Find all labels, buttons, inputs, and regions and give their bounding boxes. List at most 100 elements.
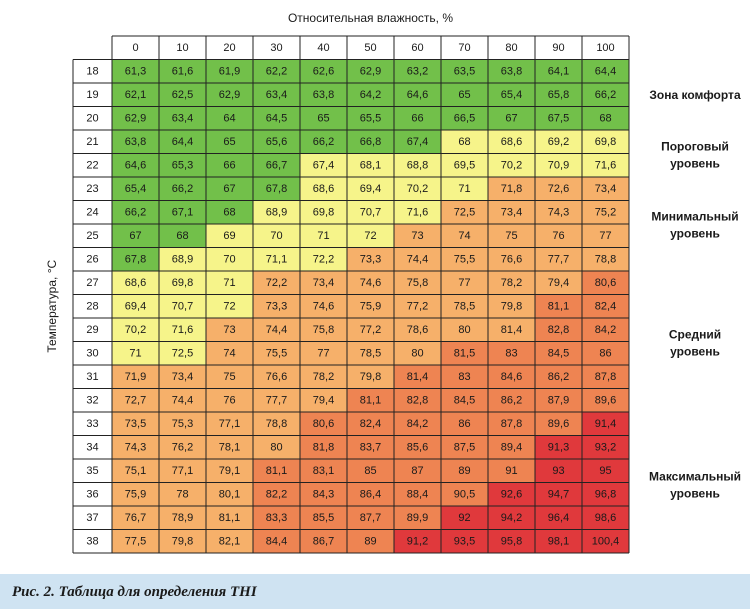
- row-header-18: 18: [86, 65, 98, 77]
- cell-value: 73,4: [595, 183, 616, 195]
- heatmap-cell: [535, 365, 582, 389]
- heatmap-cell: [300, 459, 347, 483]
- cell-value: 87,8: [595, 371, 616, 383]
- heatmap-cell: [159, 130, 206, 154]
- cell-value: 89,6: [595, 394, 616, 406]
- heatmap-cell: [535, 130, 582, 154]
- heatmap-cell: [441, 247, 488, 271]
- cell-value: 93,2: [595, 441, 616, 453]
- cell-value: 63,8: [125, 136, 146, 148]
- heatmap-cell: [488, 177, 535, 201]
- cell-value: 62,9: [219, 89, 240, 101]
- heatmap-cell: [535, 224, 582, 248]
- cell-value: 85: [364, 465, 376, 477]
- heatmap-cell: [488, 506, 535, 530]
- heatmap-cell: [535, 459, 582, 483]
- heatmap-cell: [582, 200, 629, 224]
- cell-value: 77,2: [360, 324, 381, 336]
- heatmap-cell: [159, 341, 206, 365]
- heatmap-cell: [300, 318, 347, 342]
- heatmap-cell: [253, 130, 300, 154]
- row-header-28: 28: [86, 300, 98, 312]
- heatmap-cell: [488, 130, 535, 154]
- heatmap-cell: [582, 271, 629, 295]
- row-header-26: 26: [86, 253, 98, 265]
- cell-value: 87,5: [454, 441, 475, 453]
- column-header-0: 0: [132, 42, 138, 54]
- cell-value: 78: [176, 488, 188, 500]
- zone-label-4: Средний: [669, 328, 721, 342]
- cell-value: 77,1: [219, 418, 240, 430]
- column-header-90: 90: [552, 42, 564, 54]
- cell-value: 82,8: [407, 394, 428, 406]
- heatmap-cell: [347, 59, 394, 83]
- heatmap-cell: [159, 153, 206, 177]
- cell-value: 74,4: [407, 253, 428, 265]
- heatmap-cell: [159, 200, 206, 224]
- heatmap-cell: [159, 459, 206, 483]
- cell-value: 66: [411, 112, 423, 124]
- cell-value: 69: [223, 230, 235, 242]
- heatmap-cell: [112, 318, 159, 342]
- cell-value: 87,9: [548, 394, 569, 406]
- cell-value: 78,6: [407, 324, 428, 336]
- cell-value: 69,5: [454, 159, 475, 171]
- heatmap-cell: [394, 482, 441, 506]
- cell-value: 64,6: [407, 89, 428, 101]
- heatmap-cell: [206, 388, 253, 412]
- heatmap-cell: [253, 271, 300, 295]
- heatmap-cell: [253, 83, 300, 107]
- column-header-10: 10: [176, 42, 188, 54]
- row-header-35: 35: [86, 465, 98, 477]
- cell-value: 67: [223, 183, 235, 195]
- heatmap-cell: [488, 200, 535, 224]
- zone-label-1: Зона комфорта: [649, 88, 741, 102]
- heatmap-cell: [488, 106, 535, 130]
- cell-value: 70,7: [360, 206, 381, 218]
- heatmap-cell: [394, 529, 441, 553]
- cell-value: 80: [270, 441, 282, 453]
- heatmap-cell: [253, 318, 300, 342]
- heatmap-cell: [394, 388, 441, 412]
- heatmap-cell: [347, 506, 394, 530]
- heatmap-cell: [535, 529, 582, 553]
- cell-value: 80: [458, 324, 470, 336]
- cell-value: 71,1: [266, 253, 287, 265]
- cell-value: 79,8: [360, 371, 381, 383]
- heatmap-cell: [112, 412, 159, 436]
- heatmap-cell: [347, 106, 394, 130]
- cell-value: 68,1: [360, 159, 381, 171]
- heatmap-cell: [206, 153, 253, 177]
- cell-value: 69,8: [172, 277, 193, 289]
- cell-value: 68,6: [313, 183, 334, 195]
- heatmap-cell: [253, 435, 300, 459]
- cell-value: 81,4: [501, 324, 522, 336]
- heatmap-cell: [112, 365, 159, 389]
- cell-value: 71,8: [501, 183, 522, 195]
- zone-label-5: уровень: [670, 487, 720, 501]
- heatmap-cell: [206, 459, 253, 483]
- cell-value: 77,1: [172, 465, 193, 477]
- figure-caption: Рис. 2. Таблица для определения THI: [0, 574, 750, 609]
- heatmap-cell: [206, 294, 253, 318]
- zone-label-3: Минимальный: [651, 210, 738, 224]
- heatmap-cell: [253, 177, 300, 201]
- heatmap-cell: [159, 224, 206, 248]
- heatmap-cell: [206, 271, 253, 295]
- cell-value: 89,4: [501, 441, 522, 453]
- cell-value: 67,4: [407, 136, 428, 148]
- cell-value: 69,4: [360, 183, 381, 195]
- cell-value: 74,3: [125, 441, 146, 453]
- cell-value: 77: [317, 347, 329, 359]
- cell-value: 84,3: [313, 488, 334, 500]
- cell-value: 72: [364, 230, 376, 242]
- heatmap-cell: [206, 506, 253, 530]
- heatmap-cell: [159, 59, 206, 83]
- cell-value: 79,8: [172, 535, 193, 547]
- heatmap-cell: [582, 130, 629, 154]
- cell-value: 67: [129, 230, 141, 242]
- row-header-33: 33: [86, 418, 98, 430]
- heatmap-cell: [441, 388, 488, 412]
- cell-value: 64,1: [548, 65, 569, 77]
- cell-value: 86,4: [360, 488, 381, 500]
